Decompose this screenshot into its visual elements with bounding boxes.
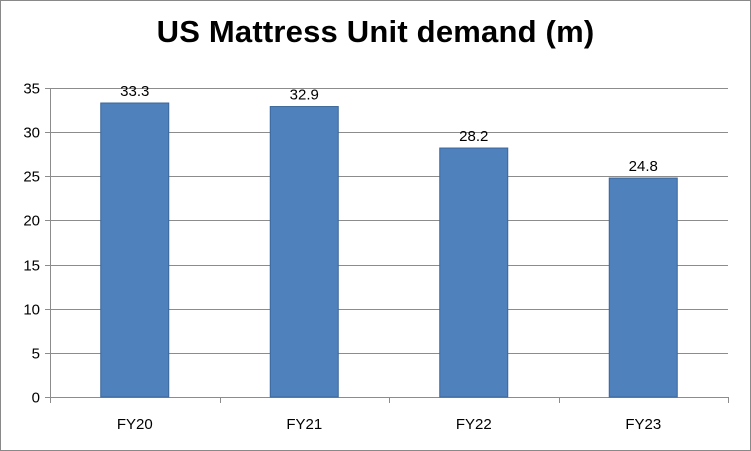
y-tick-label: 25 (23, 169, 40, 186)
y-tick-label: 30 (23, 125, 40, 142)
labels: 33.3 FY20 32.9 FY21 28.2 FY22 24.8 FY23 (117, 83, 661, 433)
x-tick-label: FY22 (456, 416, 492, 433)
bar-fy22 (439, 147, 509, 398)
bar-fy20 (100, 102, 170, 398)
y-tick-label: 10 (23, 302, 40, 319)
x-tick-label: FY21 (286, 416, 322, 433)
bar-fy21 (269, 106, 339, 398)
y-tick-label: 35 (23, 81, 40, 98)
bars (100, 102, 678, 398)
data-label: 28.2 (459, 128, 488, 145)
chart-title: US Mattress Unit demand (m) (156, 14, 595, 49)
y-tick-label: 20 (23, 213, 40, 230)
y-tick-label: 15 (23, 258, 40, 275)
x-tick-label: FY23 (625, 416, 661, 433)
y-tick-label: 0 (32, 390, 40, 407)
data-label: 24.8 (629, 158, 658, 175)
bar-fy23 (608, 177, 678, 398)
x-tick-label: FY20 (117, 416, 153, 433)
data-label: 33.3 (120, 83, 149, 100)
y-tick-label: 5 (32, 346, 40, 363)
data-label: 32.9 (290, 87, 319, 104)
axes: 0 5 10 15 20 25 30 35 (23, 81, 729, 407)
